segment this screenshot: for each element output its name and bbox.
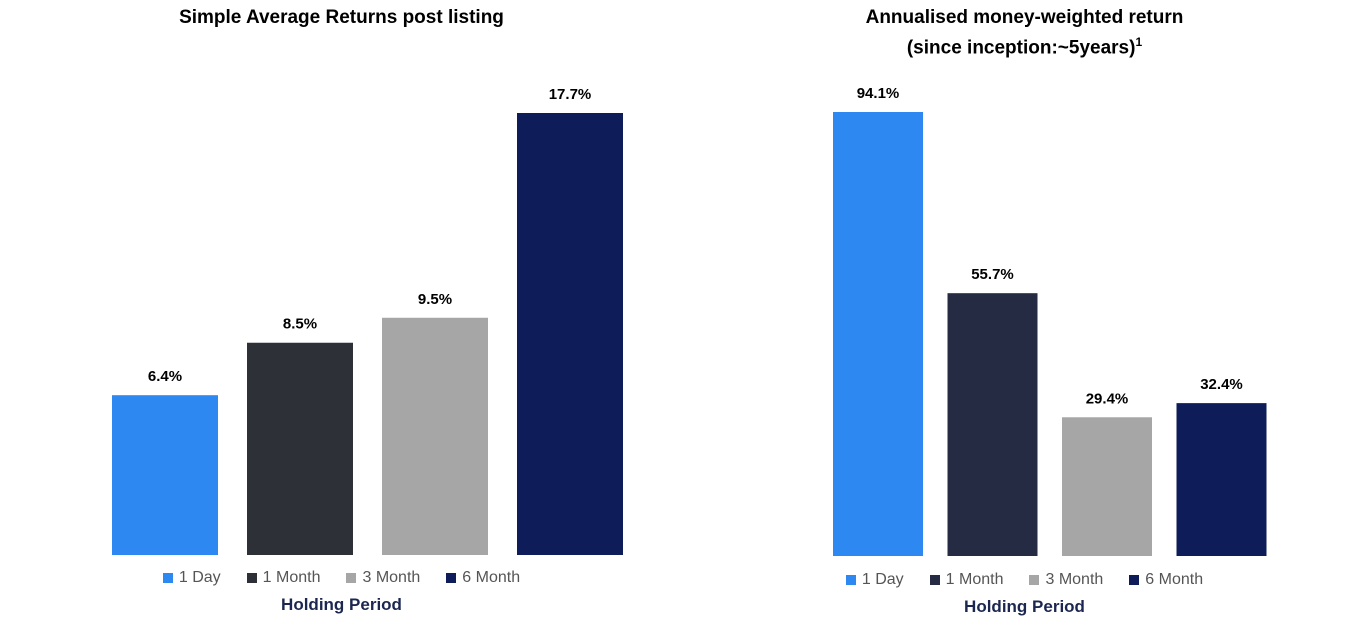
bar-3-month — [1062, 417, 1152, 556]
data-label-1-month: 8.5% — [283, 316, 317, 333]
data-label-1-day: 94.1% — [857, 85, 900, 102]
chart-simple-average-returns: Simple Average Returns post listing 6.4%… — [0, 6, 683, 614]
legend-swatch — [1029, 575, 1040, 585]
data-label-6-month: 32.4% — [1200, 376, 1243, 393]
footnote-marker: 1 — [1135, 35, 1143, 49]
legend-item-3-month: 3 Month — [1029, 571, 1103, 589]
chart-title-text: Simple Average Returns post listing — [179, 7, 504, 28]
legend-label: 1 Month — [262, 569, 321, 586]
legend-label: 3 Month — [362, 569, 421, 586]
legend-item-6-month: 6 Month — [446, 569, 520, 587]
bar-chart-plot: 6.4% 8.5% 9.5% 17.7% — [112, 86, 623, 555]
chart-title: Annualised money-weighted return (since … — [683, 6, 1366, 60]
chart-title: Simple Average Returns post listing — [0, 6, 683, 30]
legend: 1 Day 1 Month 3 Month 6 Month — [0, 569, 683, 587]
legend-item-1-day: 1 Day — [162, 569, 221, 587]
legend-item-1-month: 1 Month — [929, 571, 1004, 589]
legend-swatch — [346, 573, 357, 583]
chart-subtitle: (since inception:~5years)1 — [683, 30, 1366, 60]
legend-swatch — [1129, 575, 1140, 585]
data-label-3-month: 9.5% — [418, 291, 452, 308]
bar-1-day — [112, 395, 218, 555]
chart-subtitle-text: (since inception:~5years) — [906, 37, 1136, 59]
legend-item-1-month: 1 Month — [246, 569, 321, 587]
legend-item-1-day: 1 Day — [845, 571, 904, 589]
legend-label: 3 Month — [1045, 571, 1104, 588]
bar-1-month — [247, 342, 353, 555]
legend: 1 Day 1 Month 3 Month 6 Month — [683, 571, 1366, 589]
bar-chart-plot: 94.1% 55.7% 29.4% 32.4% — [833, 85, 1267, 556]
data-label-3-month: 29.4% — [1086, 390, 1129, 407]
data-label-6-month: 17.7% — [549, 86, 592, 103]
legend-label: 6 Month — [462, 569, 521, 586]
legend-swatch — [246, 573, 257, 583]
legend-swatch — [929, 575, 940, 585]
legend-label: 1 Day — [178, 569, 221, 586]
bar-6-month — [517, 113, 623, 555]
legend-item-6-month: 6 Month — [1129, 571, 1203, 589]
data-label-1-day: 6.4% — [148, 368, 182, 385]
chart-annualised-return: Annualised money-weighted return (since … — [683, 0, 1366, 621]
chart-title-text: Annualised money-weighted return — [865, 7, 1184, 28]
legend-label: 6 Month — [1145, 571, 1204, 588]
bar-1-day — [833, 112, 923, 556]
legend-swatch — [446, 573, 457, 583]
x-axis-label: Holding Period — [964, 597, 1085, 616]
data-label-1-month: 55.7% — [971, 266, 1014, 283]
legend-item-3-month: 3 Month — [346, 569, 420, 587]
legend-label: 1 Month — [945, 571, 1004, 588]
legend-swatch — [845, 575, 856, 585]
legend-label: 1 Day — [861, 571, 904, 588]
bar-6-month — [1176, 403, 1267, 556]
bar-1-month — [947, 293, 1038, 556]
legend-swatch — [162, 573, 173, 583]
bar-3-month — [382, 317, 488, 555]
x-axis-label: Holding Period — [281, 595, 402, 614]
